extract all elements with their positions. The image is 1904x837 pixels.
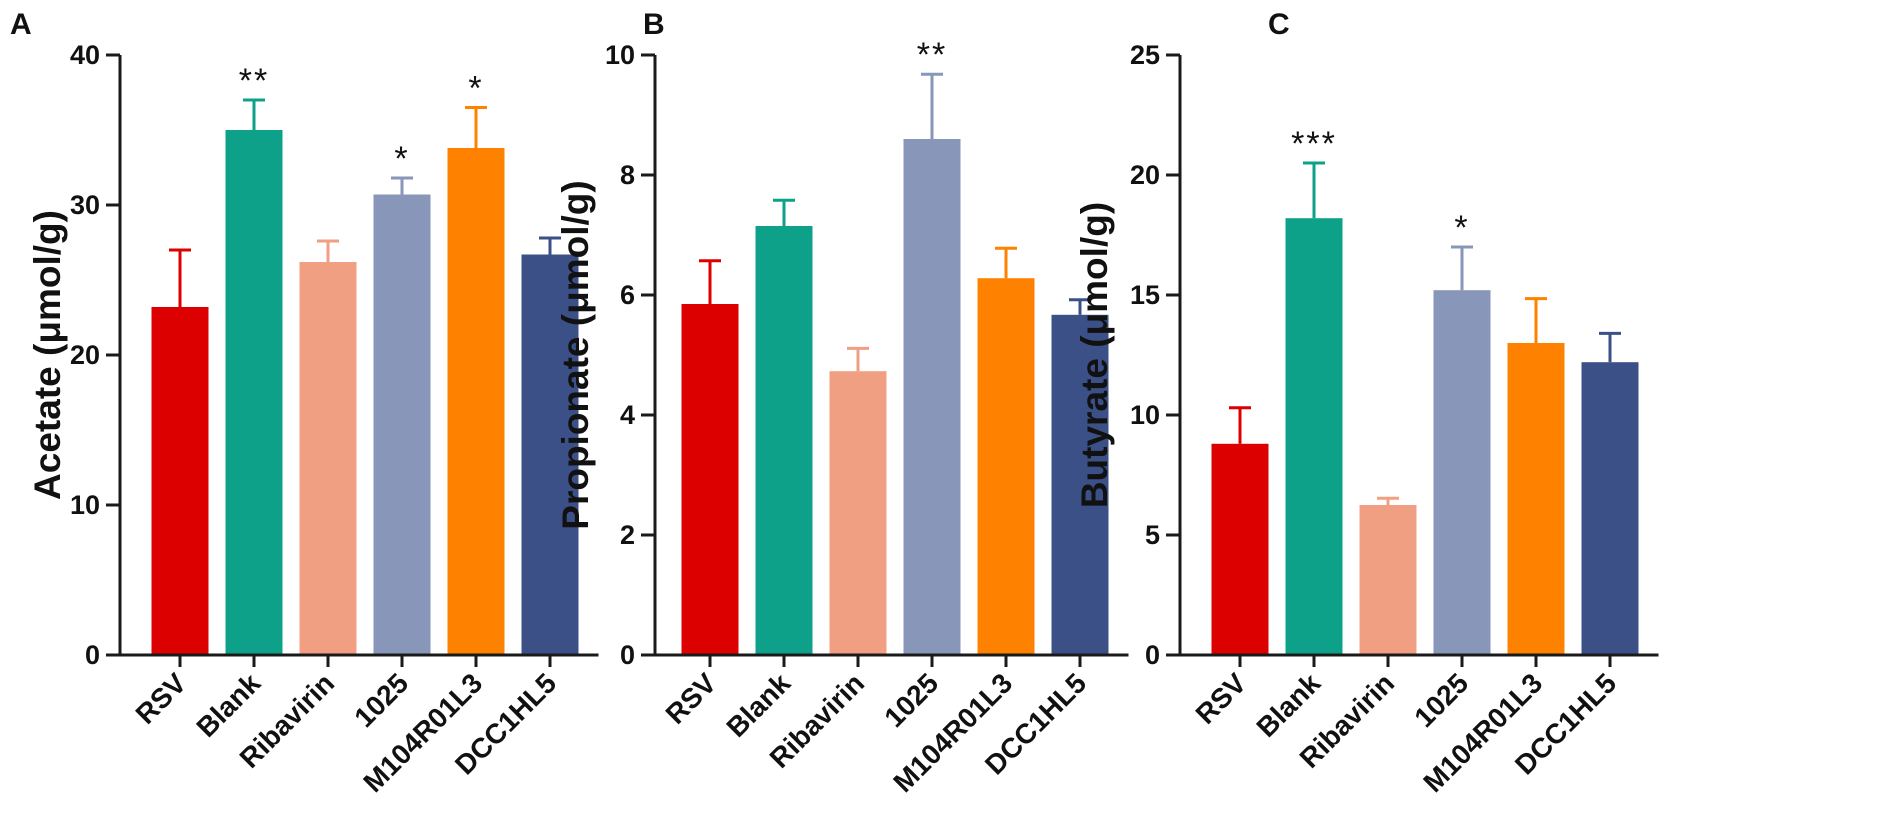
y-tick-label: 0 — [620, 640, 635, 670]
bar-ribavirin — [1359, 505, 1417, 655]
x-category-label-rsv: RSV — [130, 667, 193, 730]
significance-label-blank: *** — [1291, 125, 1337, 163]
y-tick-label: 15 — [1130, 280, 1160, 310]
y-axis-title: Propionate (μmol/g) — [555, 180, 596, 529]
significance-label-1025: * — [394, 140, 409, 178]
x-category-label-1025: 1025 — [1408, 667, 1474, 733]
bar-blank — [225, 130, 283, 655]
y-tick-label: 8 — [620, 160, 635, 190]
bar-blank — [1285, 218, 1343, 655]
x-category-label-rsv: RSV — [1190, 667, 1253, 730]
y-tick-label: 0 — [1145, 640, 1160, 670]
y-tick-label: 4 — [620, 400, 635, 430]
x-category-label-rsv: RSV — [660, 667, 723, 730]
bar-rsv — [1211, 443, 1269, 655]
significance-label-1025: * — [1454, 209, 1469, 247]
significance-label-1025: ** — [917, 36, 947, 74]
bar-rsv — [151, 307, 209, 655]
bar-ribavirin — [299, 262, 357, 655]
bar-m104r01l3 — [977, 278, 1035, 655]
bar-dcc1hl5 — [521, 254, 579, 655]
bar-dcc1hl5 — [1581, 362, 1639, 655]
bar-m104r01l3 — [447, 148, 505, 655]
y-tick-label: 6 — [620, 280, 635, 310]
bar-1025 — [373, 194, 431, 655]
y-tick-label: 10 — [70, 490, 100, 520]
panel-letter-a: A — [10, 8, 32, 41]
y-axis-title: Butyrate (μmol/g) — [1074, 202, 1115, 508]
y-tick-label: 20 — [70, 340, 100, 370]
y-tick-label: 0 — [85, 640, 100, 670]
y-tick-label: 5 — [1145, 520, 1160, 550]
panel-letter-b: B — [643, 8, 665, 41]
y-tick-label: 2 — [620, 520, 635, 550]
y-tick-label: 30 — [70, 190, 100, 220]
bar-ribavirin — [829, 371, 887, 655]
y-tick-label: 10 — [1130, 400, 1160, 430]
significance-label-blank: ** — [239, 62, 269, 100]
y-tick-label: 25 — [1130, 40, 1160, 70]
bar-blank — [755, 226, 813, 655]
y-axis-title: Acetate (μmol/g) — [27, 210, 68, 500]
bar-m104r01l3 — [1507, 343, 1565, 655]
y-tick-label: 10 — [605, 40, 635, 70]
bar-dcc1hl5 — [1051, 314, 1109, 655]
y-tick-label: 40 — [70, 40, 100, 70]
bar-rsv — [681, 304, 739, 655]
x-category-label-1025: 1025 — [878, 667, 944, 733]
significance-label-m104r01l3: * — [468, 70, 483, 108]
y-tick-label: 20 — [1130, 160, 1160, 190]
x-category-label-1025: 1025 — [348, 667, 414, 733]
panel-letter-c: C — [1268, 8, 1290, 41]
bar-1025 — [1433, 290, 1491, 655]
bar-1025 — [903, 139, 961, 655]
